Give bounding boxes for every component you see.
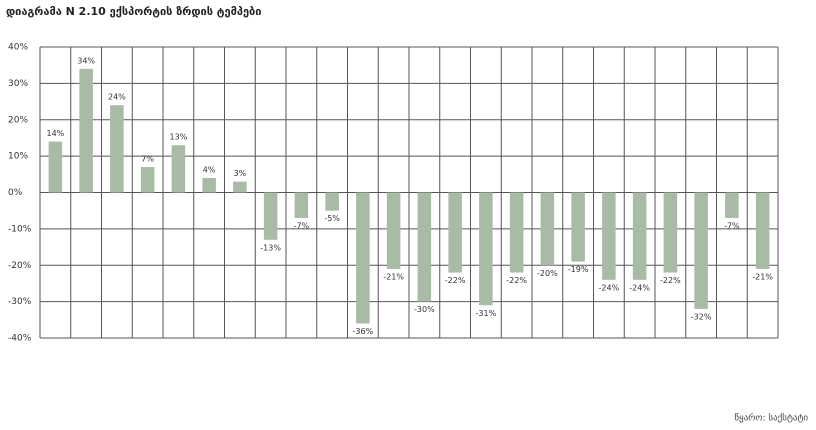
bar (233, 181, 247, 193)
y-tick-label: -40% (8, 334, 32, 344)
bar (356, 192, 370, 324)
bar (602, 192, 616, 280)
bar (571, 192, 585, 262)
y-tick-label: -30% (8, 297, 32, 307)
bar (417, 192, 432, 302)
value-label: -19% (568, 265, 589, 274)
chart-title: დიაგრამა N 2.10 ექსპორტის ზრდის ტემპები (6, 5, 261, 18)
bar (694, 192, 708, 309)
bar (540, 192, 555, 266)
bar (263, 192, 278, 240)
bar (202, 177, 216, 193)
value-label: -7% (724, 221, 740, 230)
bar (110, 105, 124, 193)
value-label: -22% (660, 276, 681, 285)
value-label: -22% (506, 276, 527, 285)
bar (509, 192, 524, 273)
value-label: -30% (414, 305, 435, 314)
value-label: -31% (476, 309, 497, 318)
value-label: 7% (141, 155, 154, 164)
y-tick-label: -10% (8, 224, 32, 234)
value-label: -22% (445, 276, 466, 285)
bar (140, 167, 155, 193)
bar (386, 192, 401, 269)
value-label: -7% (294, 221, 310, 230)
y-tick-label: 10% (8, 152, 28, 162)
value-label: -36% (353, 327, 374, 336)
bar (755, 192, 770, 269)
value-label: -20% (537, 269, 558, 278)
bar (632, 192, 647, 280)
bar (448, 192, 462, 273)
bar (48, 141, 63, 193)
bar (171, 145, 186, 193)
source: წყარო: საქსტატი (734, 413, 808, 424)
value-label: 13% (169, 133, 187, 142)
value-label: -13% (260, 243, 281, 252)
bar (79, 68, 93, 193)
bar (325, 192, 339, 211)
value-label: 34% (77, 56, 95, 65)
bar (663, 192, 678, 273)
value-label: 4% (203, 165, 216, 174)
value-label: -24% (629, 283, 650, 292)
value-label: 24% (108, 93, 126, 102)
y-tick-label: 30% (8, 79, 28, 89)
y-tick-label: 0% (8, 188, 23, 198)
value-label: 14% (46, 129, 64, 138)
value-label: -32% (691, 312, 712, 321)
value-label: -5% (324, 214, 340, 223)
value-label: -21% (383, 272, 404, 281)
value-label: -24% (599, 283, 620, 292)
value-label: -21% (752, 272, 773, 281)
bar (479, 192, 493, 306)
y-tick-label: 40% (8, 43, 28, 53)
y-tick-label: 20% (8, 115, 28, 125)
bar (294, 192, 309, 218)
y-tick-label: -20% (8, 261, 32, 271)
value-label: 3% (234, 169, 247, 178)
bar (725, 192, 739, 218)
